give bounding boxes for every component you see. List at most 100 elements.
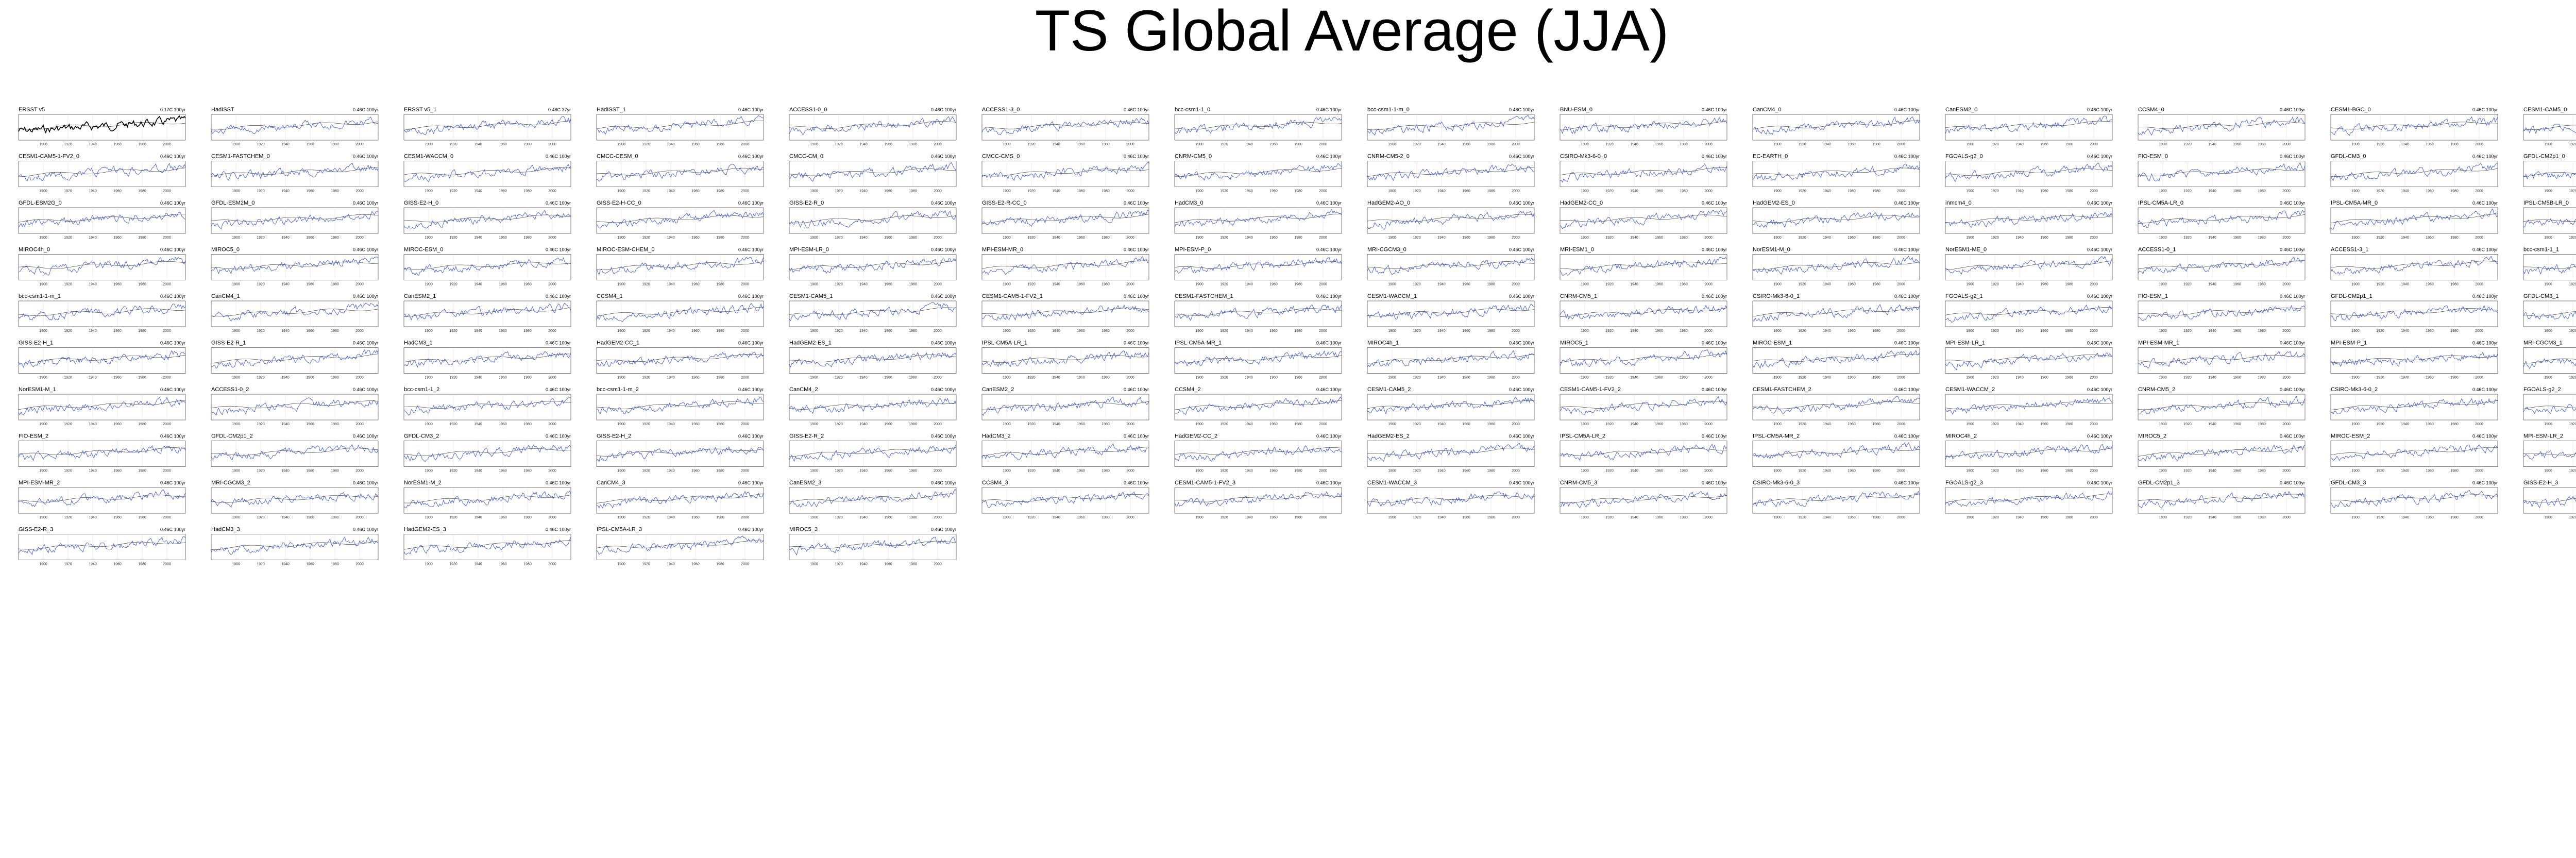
x-tick-label: 1980 [1680, 283, 1688, 287]
obs-reference-line [2330, 213, 2498, 223]
panel-frame [211, 347, 379, 374]
x-tick-label: 1900 [1581, 376, 1589, 380]
x-tick-label: 1900 [617, 423, 625, 426]
panel-trend-label: 0.46C 100yr [1509, 107, 1534, 112]
x-tick-label: 1920 [642, 563, 650, 566]
x-tick-label: 1940 [859, 516, 868, 519]
panel-frame [596, 207, 764, 234]
x-tick-label: 1940 [1245, 516, 1253, 519]
x-tick-label: 1920 [1991, 190, 1999, 193]
x-tick-label: 1980 [1487, 283, 1495, 287]
panel-frame [403, 114, 571, 141]
x-tick-label: 1960 [306, 516, 314, 519]
panel-trend-label: 0.46C 100yr [1894, 200, 1920, 206]
panel-title: CSIRO-Mk3-6-0_0 [1560, 154, 1607, 160]
obs-reference-line [1367, 261, 1535, 270]
panel-title: MRI-ESM1_0 [1560, 247, 1594, 253]
panel: GISS-E2-R_0 0.46C 100yr 1900 1920 1940 1960 19… [789, 200, 957, 240]
panel-title: GISS-E2-H_2 [597, 433, 631, 440]
x-tick-label: 1960 [1462, 423, 1470, 426]
x-tick-label: 2000 [1897, 190, 1905, 193]
x-tick-label: 1940 [667, 143, 675, 146]
x-tick-label: 1920 [257, 236, 265, 240]
x-tick-label: 1940 [667, 516, 675, 519]
panel-title: CMCC-CMS_0 [982, 154, 1020, 160]
x-tick-label: 1980 [1294, 283, 1302, 287]
x-tick-label: 1980 [1101, 190, 1110, 193]
x-tick-label: 1960 [1655, 190, 1663, 193]
x-tick-label: 2000 [163, 469, 171, 473]
panel-title: HadCM3_3 [211, 527, 240, 533]
obs-reference-line [1945, 307, 2113, 315]
panel: CanCM4_0 0.46C 100yr 1900 1920 1940 1960 1980 2… [1752, 107, 1920, 146]
x-tick-label: 1940 [2015, 516, 2024, 519]
obs-reference-line [403, 354, 571, 363]
series-line [1752, 256, 1920, 275]
panel-title: CNRM-CM5_1 [1560, 293, 1597, 299]
obs-reference-line [1752, 494, 1920, 503]
x-tick-label: 1940 [281, 563, 290, 566]
x-tick-label: 1940 [281, 143, 290, 146]
x-tick-label: 1920 [642, 376, 650, 380]
obs-reference-line [981, 447, 1149, 457]
x-tick-label: 1920 [2376, 283, 2384, 287]
x-tick-label: 1900 [1581, 469, 1589, 473]
x-tick-label: 1980 [138, 469, 146, 473]
obs-reference-line [2330, 308, 2498, 316]
series-line [2330, 256, 2498, 275]
x-tick-label: 1920 [1798, 376, 1806, 380]
panel: NorESM1-M_2 0.46C 100yr 1900 1920 1940 1960 19… [403, 480, 571, 519]
series-line [403, 396, 571, 416]
panel-frame [1367, 207, 1535, 234]
x-tick-label: 1960 [691, 376, 700, 380]
x-tick-label: 2000 [2475, 283, 2483, 287]
x-tick-label: 1940 [474, 469, 482, 473]
x-tick-label: 2000 [1897, 516, 1905, 519]
x-tick-label: 1960 [1269, 283, 1278, 287]
x-tick-label: 2000 [1704, 190, 1713, 193]
x-tick-label: 1900 [2159, 376, 2167, 380]
panel-title: MPI-ESM-LR_1 [1945, 340, 1985, 346]
x-tick-label: 2000 [1319, 283, 1327, 287]
x-tick-label: 1980 [1101, 283, 1110, 287]
series-line [789, 210, 957, 229]
x-tick-label: 1900 [232, 423, 240, 426]
series-line [211, 210, 379, 229]
x-tick-label: 1980 [331, 516, 339, 519]
x-tick-label: 1960 [1655, 143, 1663, 146]
x-tick-label: 1920 [1220, 190, 1228, 193]
series-line [2330, 163, 2498, 181]
x-tick-label: 1960 [2426, 423, 2434, 426]
x-tick-label: 1900 [39, 190, 47, 193]
x-tick-label: 1920 [257, 563, 265, 566]
panel-trend-label: 0.46C 100yr [738, 247, 764, 253]
obs-reference-line [1945, 401, 2113, 410]
x-tick-label: 1940 [281, 376, 290, 380]
x-tick-label: 1960 [113, 516, 122, 519]
x-tick-label: 2000 [355, 423, 364, 426]
series-line [596, 164, 764, 182]
obs-reference-line [403, 120, 571, 130]
x-tick-label: 2000 [2090, 329, 2098, 333]
x-tick-label: 1920 [835, 283, 843, 287]
x-tick-label: 1920 [1991, 516, 1999, 519]
x-tick-label: 1940 [859, 143, 868, 146]
x-tick-label: 2000 [355, 469, 364, 473]
obs-reference-line [2330, 447, 2498, 456]
panel: CESM1-WACCM_1 0.46C 100yr 1900 1920 1940 1960… [1367, 293, 1535, 333]
panel-frame [2138, 300, 2306, 327]
x-tick-label: 1920 [64, 329, 72, 333]
panel: MIROC5_3 0.46C 100yr 1900 1920 1940 1960 1980 2… [789, 527, 957, 566]
x-tick-label: 1960 [306, 283, 314, 287]
x-tick-label: 1980 [523, 143, 532, 146]
panel: FGOALS-g2_1 0.46C 100yr 1900 1920 1940 1960 19… [1945, 293, 2113, 333]
x-tick-label: 1920 [1413, 423, 1421, 426]
x-tick-label: 2000 [548, 143, 556, 146]
x-tick-label: 1960 [2233, 143, 2241, 146]
x-tick-label: 1960 [1077, 236, 1085, 240]
x-tick-label: 1900 [1773, 190, 1782, 193]
x-tick-label: 1900 [1195, 423, 1204, 426]
panel-title: NorESM1-M_2 [404, 480, 442, 486]
x-tick-label: 1980 [2258, 283, 2266, 287]
panel-title: MIROC5_1 [1560, 340, 1588, 346]
